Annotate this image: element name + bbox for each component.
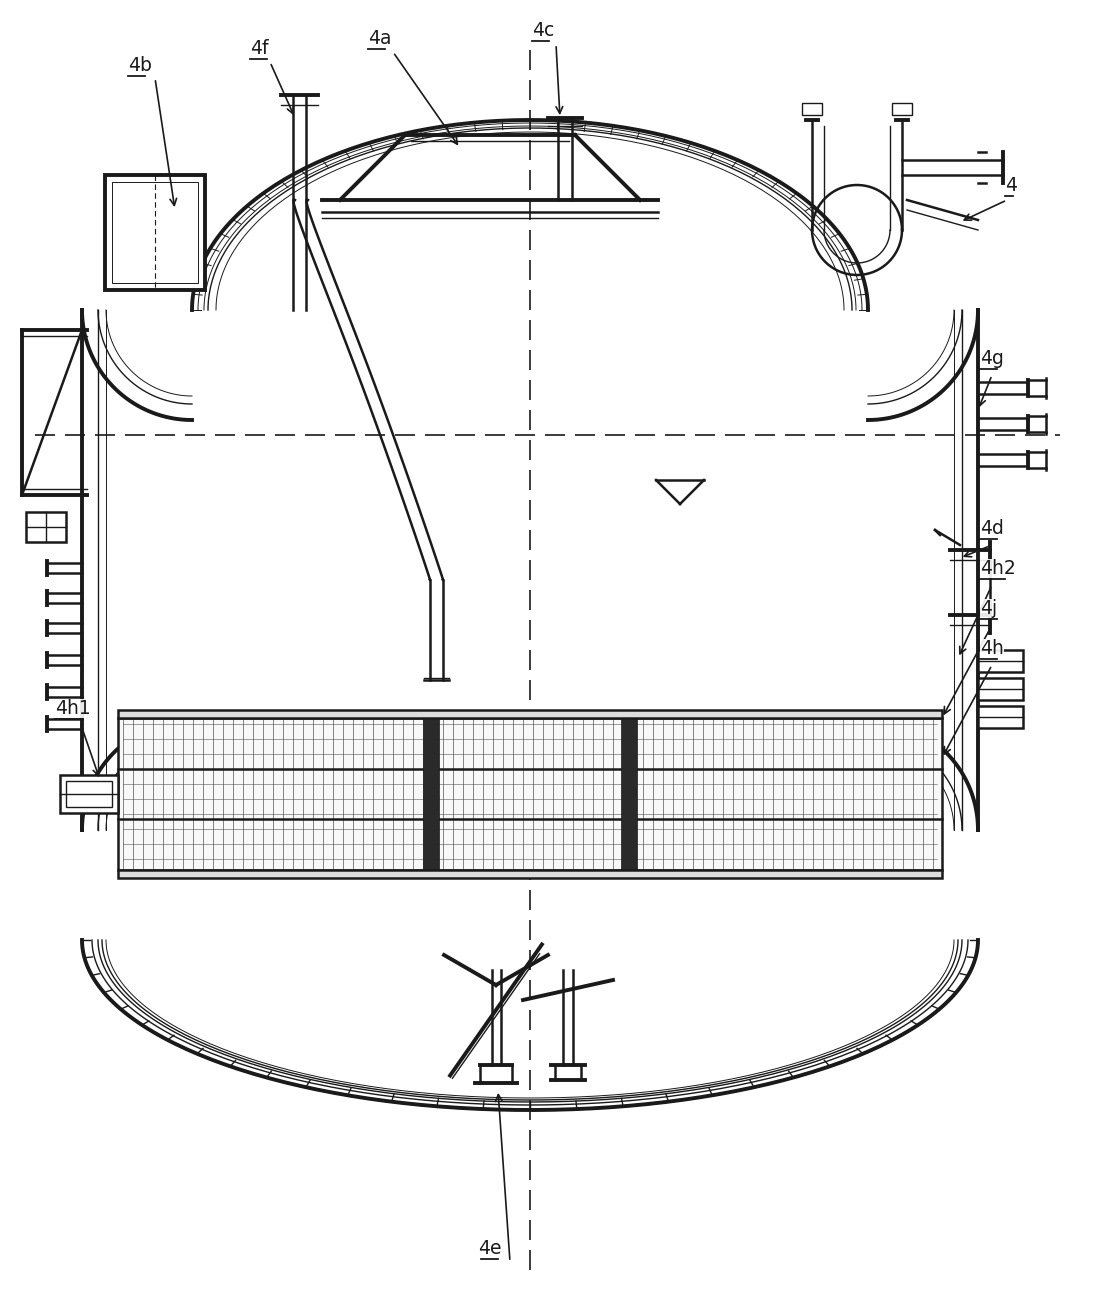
Bar bbox=[978, 706, 1023, 728]
Text: 4: 4 bbox=[1005, 176, 1017, 195]
Bar bbox=[112, 182, 198, 283]
Bar bbox=[118, 710, 942, 718]
Text: 4g: 4g bbox=[980, 349, 1004, 367]
Bar bbox=[423, 718, 440, 870]
Bar bbox=[60, 775, 118, 813]
Bar bbox=[118, 870, 942, 878]
Bar bbox=[105, 175, 205, 291]
Bar bbox=[802, 103, 822, 115]
Text: 4f: 4f bbox=[251, 39, 268, 59]
Text: 4j: 4j bbox=[980, 599, 997, 618]
Bar bbox=[620, 718, 637, 870]
Text: 4d: 4d bbox=[980, 519, 1004, 538]
Text: 4e: 4e bbox=[478, 1239, 502, 1257]
Text: 4c: 4c bbox=[532, 21, 555, 40]
Bar bbox=[978, 650, 1023, 672]
Bar bbox=[26, 512, 66, 542]
Bar bbox=[978, 678, 1023, 700]
Text: 4h2: 4h2 bbox=[980, 559, 1015, 579]
Bar bbox=[66, 780, 112, 807]
Text: 4h: 4h bbox=[980, 638, 1004, 658]
Text: 4b: 4b bbox=[128, 56, 152, 76]
Bar bbox=[892, 103, 912, 115]
Bar bbox=[118, 718, 942, 870]
Text: 4a: 4a bbox=[368, 29, 392, 48]
Text: 4h1: 4h1 bbox=[55, 698, 91, 718]
